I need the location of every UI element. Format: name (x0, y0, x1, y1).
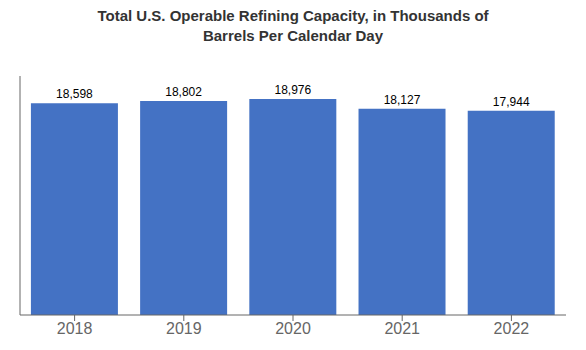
svg-text:18,598: 18,598 (56, 87, 93, 101)
svg-text:18,976: 18,976 (274, 83, 311, 97)
svg-text:2021: 2021 (384, 320, 420, 337)
svg-text:2019: 2019 (166, 320, 202, 337)
svg-text:17,944: 17,944 (493, 95, 530, 109)
html-text:Barrels Per Calendar Day: Barrels Per Calendar Day (202, 27, 383, 44)
html-text:Total U.S. Operable Refining C: Total U.S. Operable Refining Capacity, i… (97, 7, 489, 24)
svg-text:2022: 2022 (494, 320, 530, 337)
svg-text:18,802: 18,802 (165, 85, 202, 99)
svg-text:18,127: 18,127 (384, 93, 421, 107)
svg-text:2020: 2020 (275, 320, 311, 337)
svg-text:2018: 2018 (57, 320, 93, 337)
